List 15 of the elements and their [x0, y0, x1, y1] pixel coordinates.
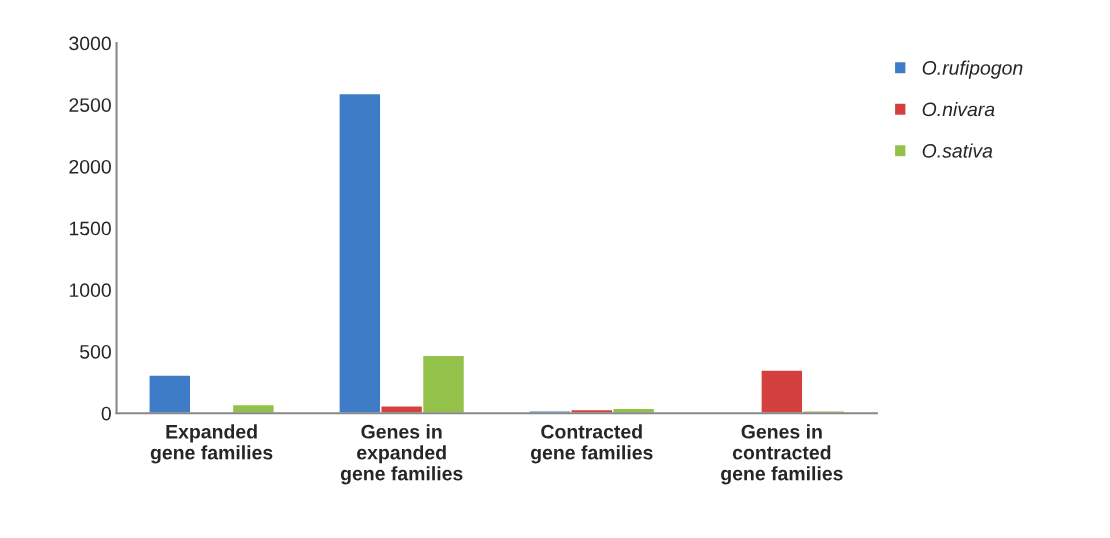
- y-tick-label: 1000: [69, 283, 111, 298]
- x-tick-label: Genes in contracted gene families: [721, 424, 843, 485]
- bar: [148, 374, 192, 414]
- y-tick-label: 3000: [69, 36, 111, 51]
- x-tick-label: Genes in expanded gene families: [340, 424, 463, 485]
- y-tick-label: 500: [80, 344, 111, 359]
- legend-label: O.sativa: [922, 143, 993, 158]
- x-tick-label: Expanded gene families: [150, 424, 273, 464]
- x-tick-label: Contracted gene families: [530, 424, 653, 464]
- legend-label: O.rufipogon: [922, 60, 1023, 79]
- y-tick-label: 1500: [69, 221, 111, 236]
- y-tick-label: 0: [101, 406, 111, 421]
- y-tick-label: 2000: [69, 159, 111, 174]
- y-tick-label: 2500: [69, 98, 111, 112]
- legend-label: O.nivara: [922, 102, 995, 117]
